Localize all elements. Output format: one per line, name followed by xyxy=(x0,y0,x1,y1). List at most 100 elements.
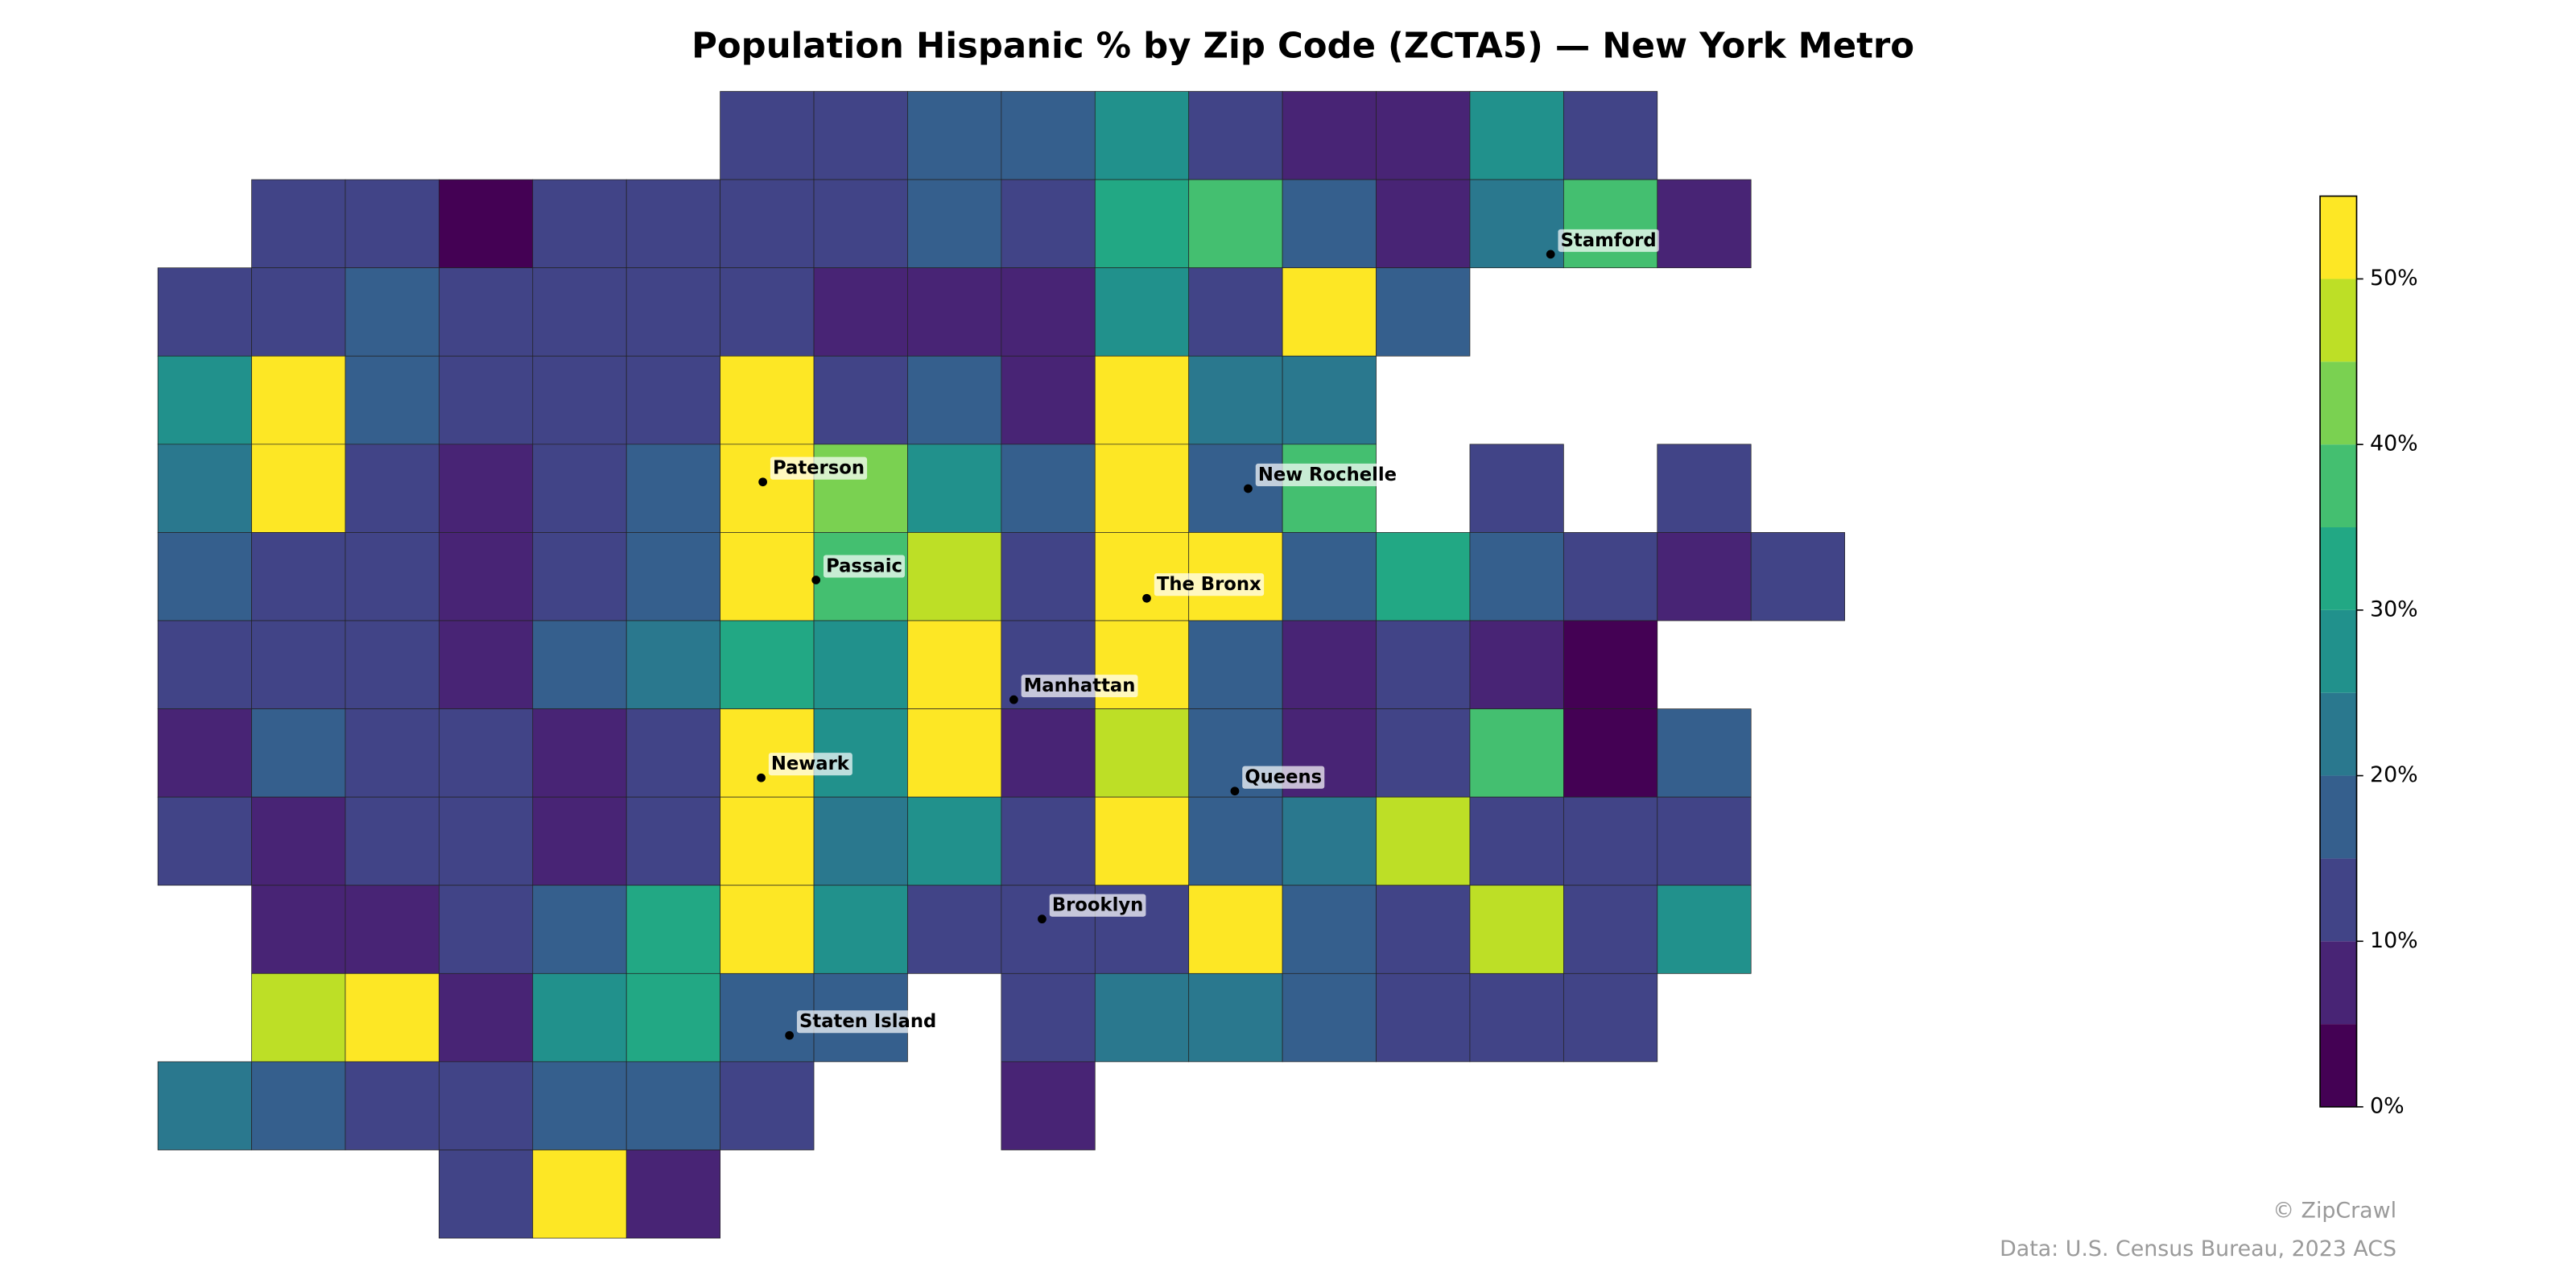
zip-region xyxy=(251,620,346,709)
zip-region xyxy=(1282,972,1377,1063)
zip-region xyxy=(720,179,815,269)
zip-region xyxy=(345,179,440,269)
zip-region xyxy=(345,885,440,974)
zip-region xyxy=(1469,532,1564,621)
zip-cells xyxy=(157,91,1845,1239)
zip-region xyxy=(907,796,1002,886)
colorbar-bin xyxy=(2320,1024,2357,1107)
zip-region xyxy=(813,355,908,445)
zip-region xyxy=(1001,91,1096,180)
zip-region xyxy=(1469,796,1564,886)
zip-region xyxy=(157,796,252,886)
colorbar: 0% 10% 20% 30% 40% 50% xyxy=(2319,195,2418,1118)
city-label-box xyxy=(1021,675,1138,698)
city-label: New Rochelle xyxy=(1258,464,1397,485)
zip-region xyxy=(345,796,440,886)
zip-region xyxy=(439,444,534,533)
zip-region xyxy=(439,1150,534,1239)
zip-region xyxy=(1188,796,1283,886)
zip-region xyxy=(532,796,627,886)
zip-region xyxy=(1376,796,1471,886)
zip-region xyxy=(439,885,534,974)
zip-region xyxy=(1563,708,1658,798)
zip-region xyxy=(157,267,252,357)
zip-region xyxy=(1188,267,1283,357)
zip-region xyxy=(251,1061,346,1150)
city-label-box xyxy=(1242,766,1325,789)
zip-region xyxy=(813,91,908,180)
zip-region xyxy=(813,885,908,974)
zip-region xyxy=(157,1061,252,1150)
zip-region xyxy=(345,355,440,445)
zip-region xyxy=(1469,708,1564,798)
zip-region xyxy=(813,267,908,357)
colorbar-tick-label: 20% xyxy=(2370,762,2418,787)
zip-region xyxy=(1376,179,1471,269)
zip-region xyxy=(439,267,534,357)
zip-region xyxy=(1376,620,1471,709)
city-dot xyxy=(758,477,767,487)
city-label: Queens xyxy=(1245,767,1322,788)
city-dot xyxy=(1038,914,1046,924)
zip-region xyxy=(1469,885,1564,974)
colorbar-tick-label: 0% xyxy=(2370,1093,2405,1118)
zip-region xyxy=(1657,708,1752,798)
zip-region xyxy=(1001,708,1096,798)
city-label-box xyxy=(1154,573,1265,597)
zip-region xyxy=(813,796,908,886)
zip-region xyxy=(345,532,440,621)
zip-region xyxy=(345,708,440,798)
city-label: Newark xyxy=(771,753,850,774)
zip-region xyxy=(625,1061,720,1150)
zip-region xyxy=(345,267,440,357)
zip-region xyxy=(625,267,720,357)
city-dot xyxy=(1244,484,1253,493)
zip-region xyxy=(1001,444,1096,533)
zip-region xyxy=(532,1061,627,1150)
zip-region xyxy=(1563,179,1658,269)
city-label: The Bronx xyxy=(1157,574,1261,595)
city-label: Paterson xyxy=(773,458,865,479)
city-label-box xyxy=(1049,894,1146,917)
colorbar-bin xyxy=(2320,279,2357,362)
zip-region xyxy=(813,620,908,709)
zip-region xyxy=(1657,796,1752,886)
zip-region xyxy=(157,532,252,621)
zip-region xyxy=(1001,972,1096,1063)
zip-region xyxy=(1282,355,1377,445)
zip-region xyxy=(1563,91,1658,180)
zip-region xyxy=(251,355,346,445)
zip-region xyxy=(1001,355,1096,445)
colorbar-bin xyxy=(2320,941,2357,1025)
colorbar-bin xyxy=(2320,858,2357,942)
city-label: Manhattan xyxy=(1024,675,1136,696)
zip-region xyxy=(1188,91,1283,180)
zip-region xyxy=(439,796,534,886)
zip-region xyxy=(907,532,1002,621)
city-dot xyxy=(811,576,821,584)
zip-region xyxy=(1282,796,1377,886)
zip-region xyxy=(625,355,720,445)
zip-region xyxy=(251,444,346,533)
zip-region xyxy=(1282,91,1377,180)
zip-region xyxy=(532,267,627,357)
zip-region xyxy=(1188,620,1283,709)
zip-region xyxy=(1657,179,1752,269)
zip-region xyxy=(157,708,252,798)
zip-region xyxy=(1094,91,1190,180)
city-dot xyxy=(1142,593,1151,603)
zip-region xyxy=(813,179,908,269)
zip-region xyxy=(1563,796,1658,886)
colorbar-tick-label: 30% xyxy=(2370,597,2418,621)
zip-region xyxy=(1282,444,1377,533)
zip-region xyxy=(1282,532,1377,621)
colorbar-tick-label: 50% xyxy=(2370,266,2418,291)
zip-region xyxy=(1563,532,1658,621)
zip-region xyxy=(907,267,1002,357)
zip-region xyxy=(720,267,815,357)
colorbar-bin xyxy=(2320,609,2357,693)
zip-region xyxy=(1001,179,1096,269)
zip-region xyxy=(625,179,720,269)
zip-region xyxy=(251,972,346,1063)
zip-region xyxy=(1001,267,1096,357)
